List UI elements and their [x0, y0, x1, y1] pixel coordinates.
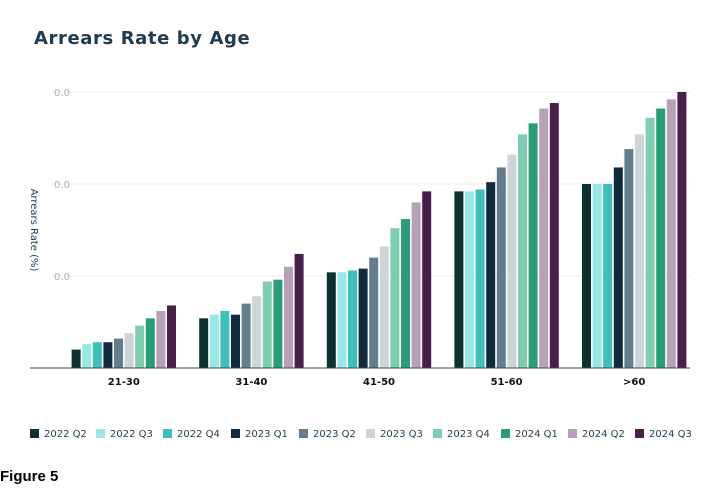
bar-series [71, 92, 687, 369]
bar-2024-q3-2 [294, 253, 304, 368]
x-tick-label: 41-50 [363, 377, 395, 388]
bar-2022-q2-1 [71, 349, 81, 368]
legend: 2022 Q2 2022 Q3 2022 Q4 2023 Q1 2023 Q2 2023 … [30, 429, 692, 440]
bar-2022-q3-5 [592, 184, 602, 368]
bar-2023-q2-5 [624, 149, 634, 368]
legend-label: 2023 Q3 [380, 429, 423, 440]
bar-2023-q3-1 [124, 333, 134, 368]
figure-label: Figure 5 [0, 468, 59, 485]
bar-2024-q2-4 [539, 108, 549, 368]
bar-2024-q3-5 [677, 92, 687, 368]
bar-2024-q1-1 [145, 318, 155, 368]
bar-2023-q4-5 [645, 117, 655, 368]
legend-label: 2022 Q2 [44, 429, 87, 440]
bar-2022-q3-1 [82, 344, 92, 368]
bar-2024-q3-4 [549, 103, 559, 368]
bar-2022-q3-3 [337, 272, 347, 368]
y-tick-label: 0.0 [54, 88, 70, 99]
bar-2022-q4-3 [348, 270, 357, 368]
bar-2022-q2-2 [199, 318, 209, 368]
bar-2023-q2-4 [496, 167, 506, 368]
legend-swatch [163, 429, 172, 438]
bar-2022-q4-4 [475, 189, 485, 368]
bar-2022-q4-2 [220, 310, 230, 368]
bar-2024-q1-3 [401, 218, 410, 368]
x-tick-label: 21-30 [108, 377, 140, 388]
bar-2023-q2-3 [369, 257, 379, 368]
legend-label: 2024 Q3 [649, 429, 692, 440]
bar-2024-q2-5 [666, 99, 676, 369]
bar-2023-q1-5 [613, 167, 623, 368]
legend-swatch [96, 429, 105, 438]
bar-2024-q1-4 [528, 123, 538, 368]
bar-2024-q1-5 [656, 108, 666, 368]
bar-2023-q3-5 [635, 134, 644, 368]
bar-2022-q3-2 [209, 314, 219, 368]
legend-swatch [231, 429, 240, 438]
bar-2024-q2-3 [411, 202, 421, 368]
bar-2022-q3-4 [465, 191, 474, 368]
x-axis-ticks: 21-30 31-40 41-50 51-60 >60 [108, 377, 646, 388]
x-tick-label: 51-60 [491, 377, 523, 388]
y-tick-label: 0.0 [54, 272, 70, 283]
legend-label: 2023 Q4 [447, 429, 490, 440]
bar-2024-q3-3 [422, 191, 432, 368]
legend-label: 2023 Q2 [313, 429, 356, 440]
legend-swatch [433, 429, 442, 438]
bar-2023-q2-1 [114, 338, 123, 368]
bar-2022-q4-5 [603, 184, 613, 368]
legend-label: 2022 Q3 [110, 429, 153, 440]
bar-2023-q1-4 [486, 182, 496, 368]
bar-2023-q4-2 [262, 281, 272, 368]
bar-2023-q3-2 [252, 296, 262, 368]
bar-2024-q2-1 [156, 310, 166, 368]
legend-swatch [299, 429, 308, 438]
bar-2024-q3-1 [167, 305, 176, 368]
bar-2023-q3-3 [379, 246, 389, 368]
legend-label: 2024 Q1 [515, 429, 558, 440]
legend-swatch [30, 429, 39, 438]
x-tick-label: >60 [623, 377, 645, 388]
bar-2023-q1-1 [103, 342, 113, 368]
bar-2024-q2-2 [284, 266, 293, 368]
bar-2023-q1-3 [358, 268, 368, 368]
bar-2024-q1-2 [273, 279, 283, 368]
bar-2023-q4-3 [390, 228, 400, 368]
bar-2023-q4-4 [518, 134, 527, 368]
y-axis-ticks: 0.0 0.0 0.0 [54, 88, 70, 283]
legend-swatch [568, 429, 577, 438]
bar-2022-q2-3 [326, 272, 336, 368]
y-axis-label: Arrears Rate (%) [28, 189, 39, 272]
legend-label: 2024 Q2 [582, 429, 625, 440]
bar-2022-q2-5 [582, 184, 591, 368]
bar-2022-q2-4 [454, 191, 464, 368]
legend-swatch [366, 429, 375, 438]
y-tick-label: 0.0 [54, 180, 70, 191]
legend-label: 2023 Q1 [245, 429, 288, 440]
chart-title: Arrears Rate by Age [34, 28, 251, 49]
bar-2022-q4-1 [92, 342, 102, 368]
legend-swatch [501, 429, 510, 438]
bar-2023-q2-2 [241, 303, 251, 368]
legend-label: 2022 Q4 [177, 429, 220, 440]
bar-2023-q1-2 [231, 314, 240, 368]
bar-2023-q3-4 [507, 154, 517, 368]
x-tick-label: 31-40 [235, 377, 267, 388]
legend-swatch [635, 429, 644, 438]
bar-2023-q4-1 [135, 325, 145, 368]
